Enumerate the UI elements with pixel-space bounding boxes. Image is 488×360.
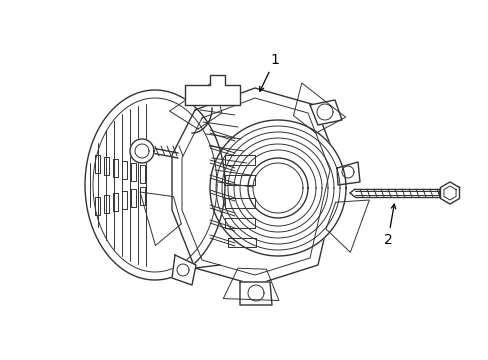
Polygon shape <box>341 166 353 178</box>
Polygon shape <box>247 285 264 301</box>
Polygon shape <box>177 264 189 276</box>
Polygon shape <box>184 75 240 105</box>
Polygon shape <box>316 104 332 120</box>
Polygon shape <box>240 282 271 305</box>
Polygon shape <box>172 255 196 285</box>
Polygon shape <box>309 100 341 125</box>
Text: 1: 1 <box>259 53 279 91</box>
Text: 2: 2 <box>383 204 395 247</box>
Polygon shape <box>130 139 154 163</box>
Polygon shape <box>209 120 346 256</box>
Polygon shape <box>336 162 359 185</box>
Polygon shape <box>172 88 339 285</box>
Polygon shape <box>247 158 307 218</box>
